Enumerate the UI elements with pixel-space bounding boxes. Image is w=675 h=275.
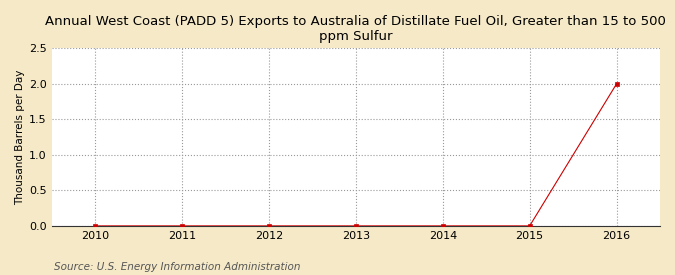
Title: Annual West Coast (PADD 5) Exports to Australia of Distillate Fuel Oil, Greater : Annual West Coast (PADD 5) Exports to Au…: [45, 15, 666, 43]
Y-axis label: Thousand Barrels per Day: Thousand Barrels per Day: [15, 69, 25, 205]
Text: Source: U.S. Energy Information Administration: Source: U.S. Energy Information Administ…: [54, 262, 300, 272]
